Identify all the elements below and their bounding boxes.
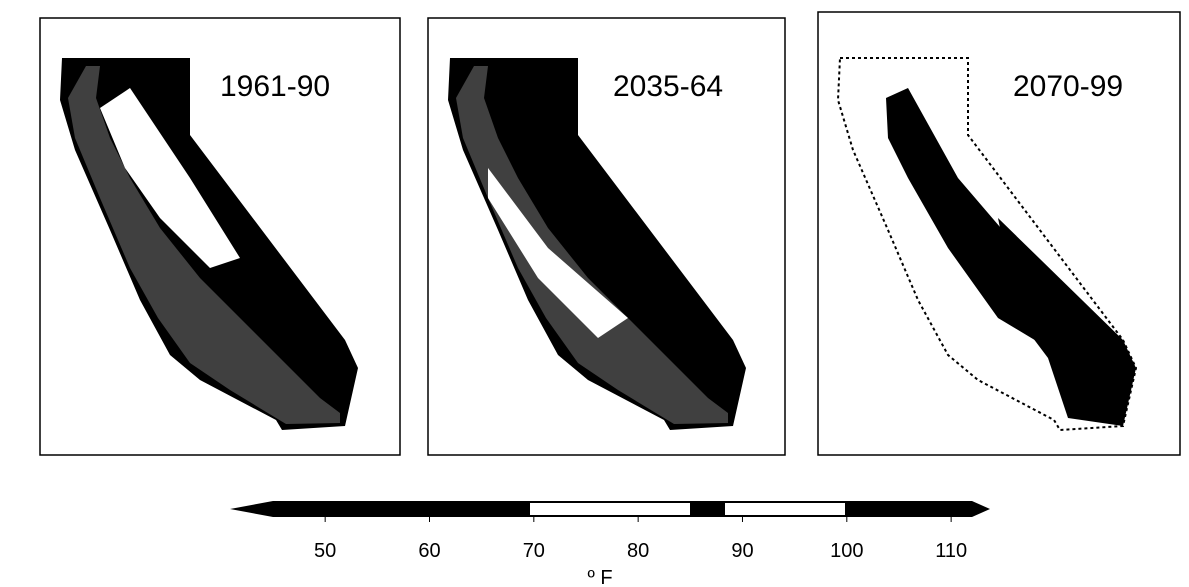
panel-3: 2070-99 bbox=[817, 11, 1181, 456]
colorbar-tick-label: 110 bbox=[935, 540, 967, 562]
panel-label: 1961-90 bbox=[220, 70, 330, 103]
colorbar-tick-label: 60 bbox=[418, 540, 440, 562]
colorbar-tick-label: 90 bbox=[731, 540, 753, 562]
panel-2: 2035-64 bbox=[427, 17, 786, 456]
panel-1: 1961-90 bbox=[39, 17, 401, 456]
colorbar-tick-label: 70 bbox=[523, 540, 545, 562]
colorbar-unit: º F bbox=[587, 567, 612, 587]
colorbar bbox=[230, 501, 990, 517]
colorbar-tick-label: 100 bbox=[830, 540, 863, 562]
panel-label: 2070-99 bbox=[1013, 70, 1123, 103]
colorbar-tick-label: 80 bbox=[627, 540, 649, 562]
colorbar-tick-label: 50 bbox=[314, 540, 336, 562]
panel-label: 2035-64 bbox=[613, 70, 723, 103]
